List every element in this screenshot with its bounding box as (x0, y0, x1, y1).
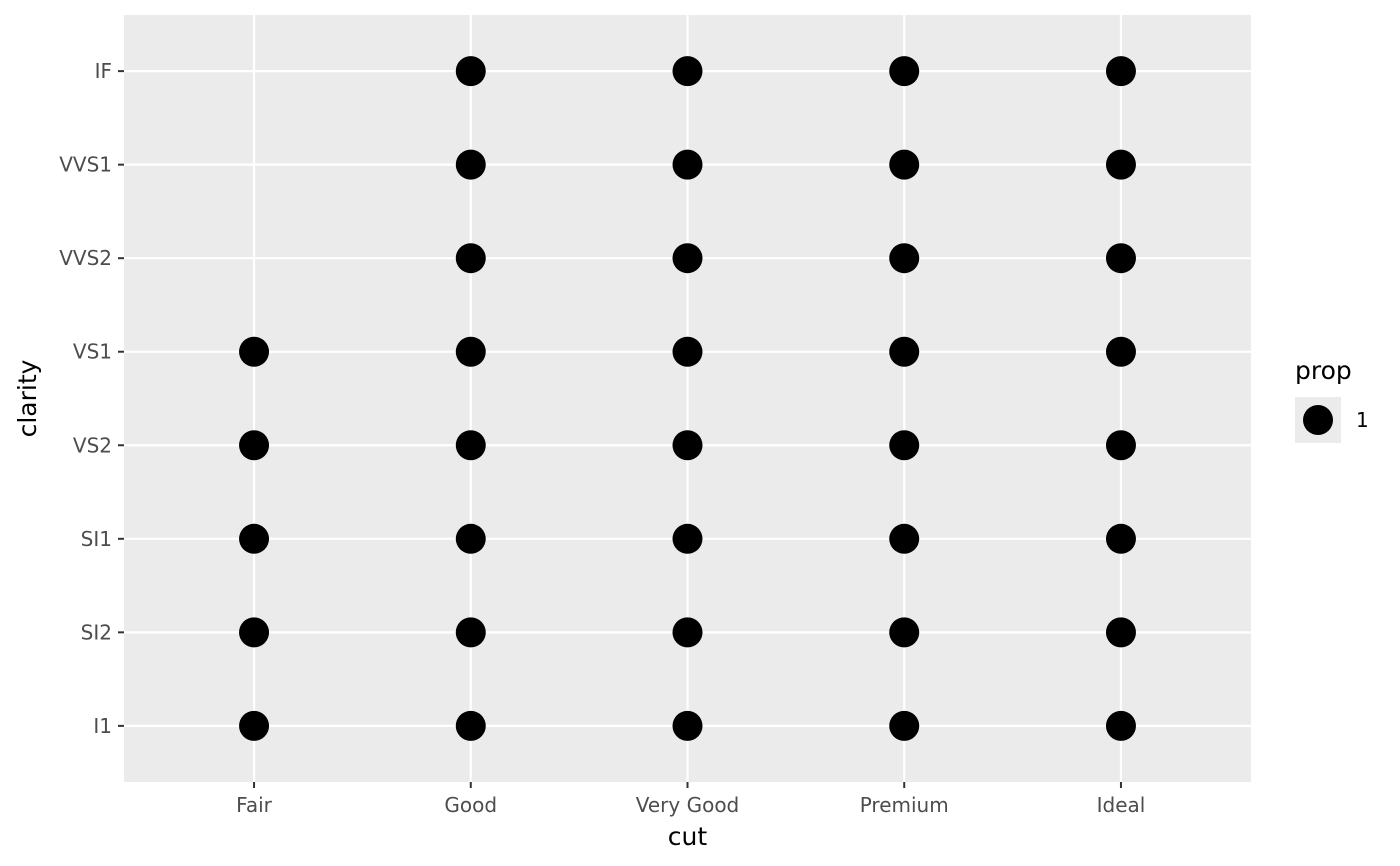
y-tick-label-if: IF (95, 59, 112, 83)
point-ideal-si2 (1105, 617, 1136, 648)
point-very-good-vvs2 (672, 243, 703, 274)
point-good-vs1 (455, 336, 486, 367)
legend: prop 1 (1295, 356, 1369, 443)
y-tick-label-vs2: VS2 (73, 433, 112, 457)
x-tick-label-fair: Fair (236, 793, 272, 817)
data-points (239, 56, 1136, 741)
legend-entry-label: 1 (1356, 408, 1369, 432)
point-premium-if (889, 56, 920, 87)
point-good-si2 (455, 617, 486, 648)
y-axis-title: clarity (13, 359, 42, 437)
point-very-good-vvs1 (672, 149, 703, 180)
point-ideal-if (1105, 56, 1136, 87)
x-tick-label-premium: Premium (860, 793, 949, 817)
point-ideal-i1 (1105, 710, 1136, 741)
point-fair-vs1 (239, 336, 270, 367)
point-good-vvs2 (455, 243, 486, 274)
x-axis-ticks: Fair Good Very Good Premium Ideal (236, 782, 1145, 817)
point-good-i1 (455, 710, 486, 741)
point-premium-i1 (889, 710, 920, 741)
y-tick-label-si1: SI1 (81, 527, 112, 551)
y-axis-ticks: I1 SI2 SI1 VS2 VS1 VVS2 VVS1 IF (59, 59, 124, 738)
point-premium-vs2 (889, 430, 920, 461)
x-tick-label-ideal: Ideal (1097, 793, 1146, 817)
point-good-vs2 (455, 430, 486, 461)
point-ideal-vs1 (1105, 336, 1136, 367)
point-premium-si1 (889, 523, 920, 554)
y-tick-label-i1: I1 (93, 714, 112, 738)
point-premium-vs1 (889, 336, 920, 367)
y-tick-label-vvs1: VVS1 (59, 153, 112, 177)
point-good-vvs1 (455, 149, 486, 180)
point-ideal-si1 (1105, 523, 1136, 554)
point-very-good-vs2 (672, 430, 703, 461)
point-ideal-vs2 (1105, 430, 1136, 461)
legend-key-point (1303, 405, 1333, 435)
point-premium-si2 (889, 617, 920, 648)
x-tick-label-very-good: Very Good (636, 793, 740, 817)
y-tick-label-si2: SI2 (81, 620, 112, 644)
legend-title: prop (1295, 356, 1352, 385)
point-fair-i1 (239, 710, 270, 741)
point-very-good-vs1 (672, 336, 703, 367)
point-ideal-vvs2 (1105, 243, 1136, 274)
point-very-good-i1 (672, 710, 703, 741)
point-premium-vvs1 (889, 149, 920, 180)
point-good-si1 (455, 523, 486, 554)
point-very-good-if (672, 56, 703, 87)
point-fair-si1 (239, 523, 270, 554)
point-ideal-vvs1 (1105, 149, 1136, 180)
point-premium-vvs2 (889, 243, 920, 274)
point-fair-si2 (239, 617, 270, 648)
point-good-if (455, 56, 486, 87)
point-very-good-si2 (672, 617, 703, 648)
y-tick-label-vs1: VS1 (73, 340, 112, 364)
point-fair-vs2 (239, 430, 270, 461)
x-axis-title: cut (668, 822, 708, 851)
y-tick-label-vvs2: VVS2 (59, 246, 112, 270)
point-very-good-si1 (672, 523, 703, 554)
x-tick-label-good: Good (444, 793, 497, 817)
